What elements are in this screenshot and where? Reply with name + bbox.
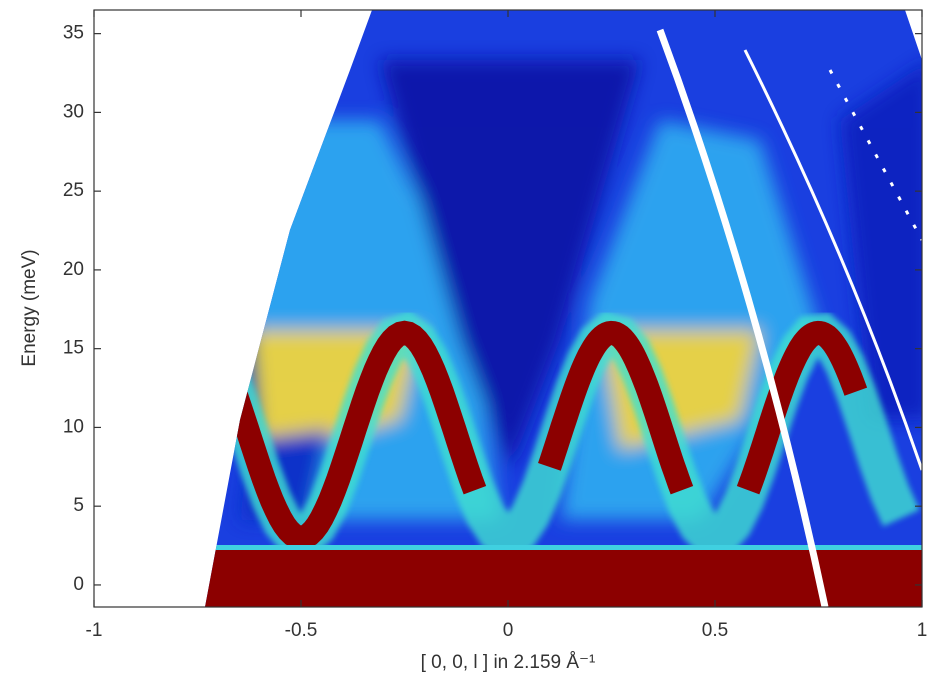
y-axis-label: Energy (meV) (19, 249, 40, 366)
y-tick-label: 15 (63, 338, 84, 359)
y-tick-label: 20 (63, 259, 84, 280)
y-tick-label: 30 (63, 101, 84, 122)
x-tick-label: 0.5 (702, 620, 728, 641)
x-tick-label: -1 (86, 620, 103, 641)
x-tick-label: 1 (917, 620, 928, 641)
intensity-map (205, 10, 922, 607)
y-tick-label: 10 (63, 416, 84, 437)
x-tick-label: -0.5 (285, 620, 318, 641)
y-tick-label: 0 (73, 574, 84, 595)
y-tick-label: 25 (63, 180, 84, 201)
x-axis-label: [ 0, 0, l ] in 2.159 Å⁻¹ (421, 652, 596, 673)
x-tick-label: 0 (503, 620, 514, 641)
y-tick-label: 5 (73, 495, 84, 516)
y-tick-label: 35 (63, 23, 84, 44)
